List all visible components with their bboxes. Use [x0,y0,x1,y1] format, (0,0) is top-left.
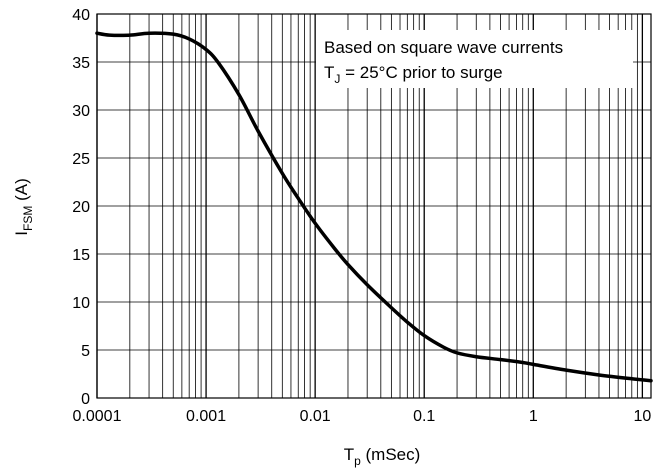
x-tick-label: 0.0001 [73,408,122,425]
y-tick-label: 10 [72,295,90,312]
y-tick-label: 35 [72,55,90,72]
y-axis-label-sub: FSM [21,206,35,231]
y-axis-label-main: I [12,231,31,236]
y-tick-label: 5 [81,343,90,360]
series-layer [95,31,653,383]
y-tick-label: 0 [81,391,90,408]
y-tick-label: 15 [72,247,90,264]
x-axis-label-rest: (mSec) [361,445,421,464]
y-tick-labels: 0 5 10 15 20 25 30 35 40 [72,7,90,408]
x-tick-label: 0.001 [186,408,226,425]
x-axis-label: Tp (mSec) [344,445,421,468]
x-axis-label-main: T [344,445,354,464]
x-axis-label-sub: p [354,454,361,468]
x-tick-labels: 0.0001 0.001 0.01 0.1 1 10 [73,408,652,425]
plot-frame [96,13,652,399]
x-tick-label: 1 [529,408,538,425]
annotation-background [316,30,633,88]
series-line [95,31,653,383]
x-tick-label: 0.1 [413,408,435,425]
annotation-line-2-sub: J [334,72,340,86]
y-axis-label-rest: (A) [12,178,31,205]
annotation-line-1: Based on square wave currents [324,38,563,57]
x-tick-label: 0.01 [300,408,331,425]
y-tick-label: 30 [72,103,90,120]
annotation-line-2-rest: = 25°C prior to surge [340,63,502,82]
annotation-line-2-main: T [324,63,334,82]
y-axis-label: IFSM (A) [12,178,35,235]
annotation-line-2: TJ = 25°C prior to surge [324,63,503,86]
x-tick-label: 10 [633,408,651,425]
y-tick-label: 40 [72,7,90,24]
y-tick-label: 20 [72,199,90,216]
y-tick-label: 25 [72,151,90,168]
